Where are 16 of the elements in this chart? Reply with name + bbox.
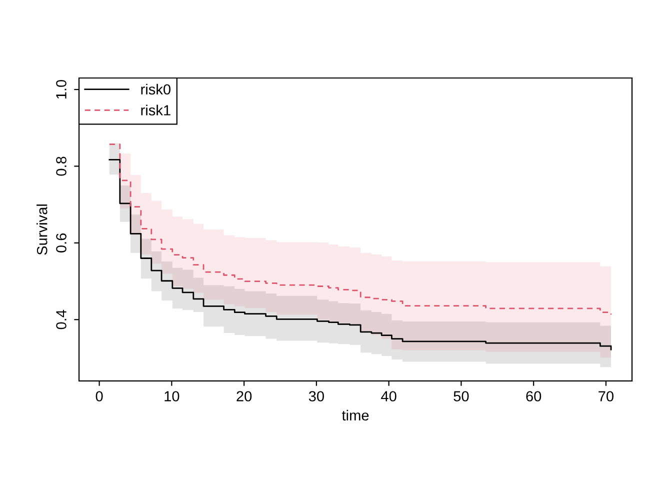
x-tick-label: 0 <box>96 391 103 402</box>
legend-label: risk0 <box>141 84 170 95</box>
x-tick-label: 60 <box>526 391 542 402</box>
y-tick-label: 0.8 <box>56 156 66 176</box>
x-axis-title: time <box>342 410 369 421</box>
x-tick-label: 50 <box>454 391 469 402</box>
x-tick-label: 70 <box>598 391 614 402</box>
x-tick-label: 10 <box>164 391 180 402</box>
y-tick-label: 0.6 <box>56 233 66 252</box>
y-tick-label: 0.4 <box>56 310 66 330</box>
x-tick-label: 30 <box>308 391 324 402</box>
x-tick-label: 20 <box>236 391 252 402</box>
y-tick-label: 1.0 <box>56 80 66 99</box>
x-tick-label: 40 <box>381 391 396 402</box>
legend-label: risk1 <box>141 104 170 116</box>
y-axis-title: Survival <box>36 204 48 255</box>
